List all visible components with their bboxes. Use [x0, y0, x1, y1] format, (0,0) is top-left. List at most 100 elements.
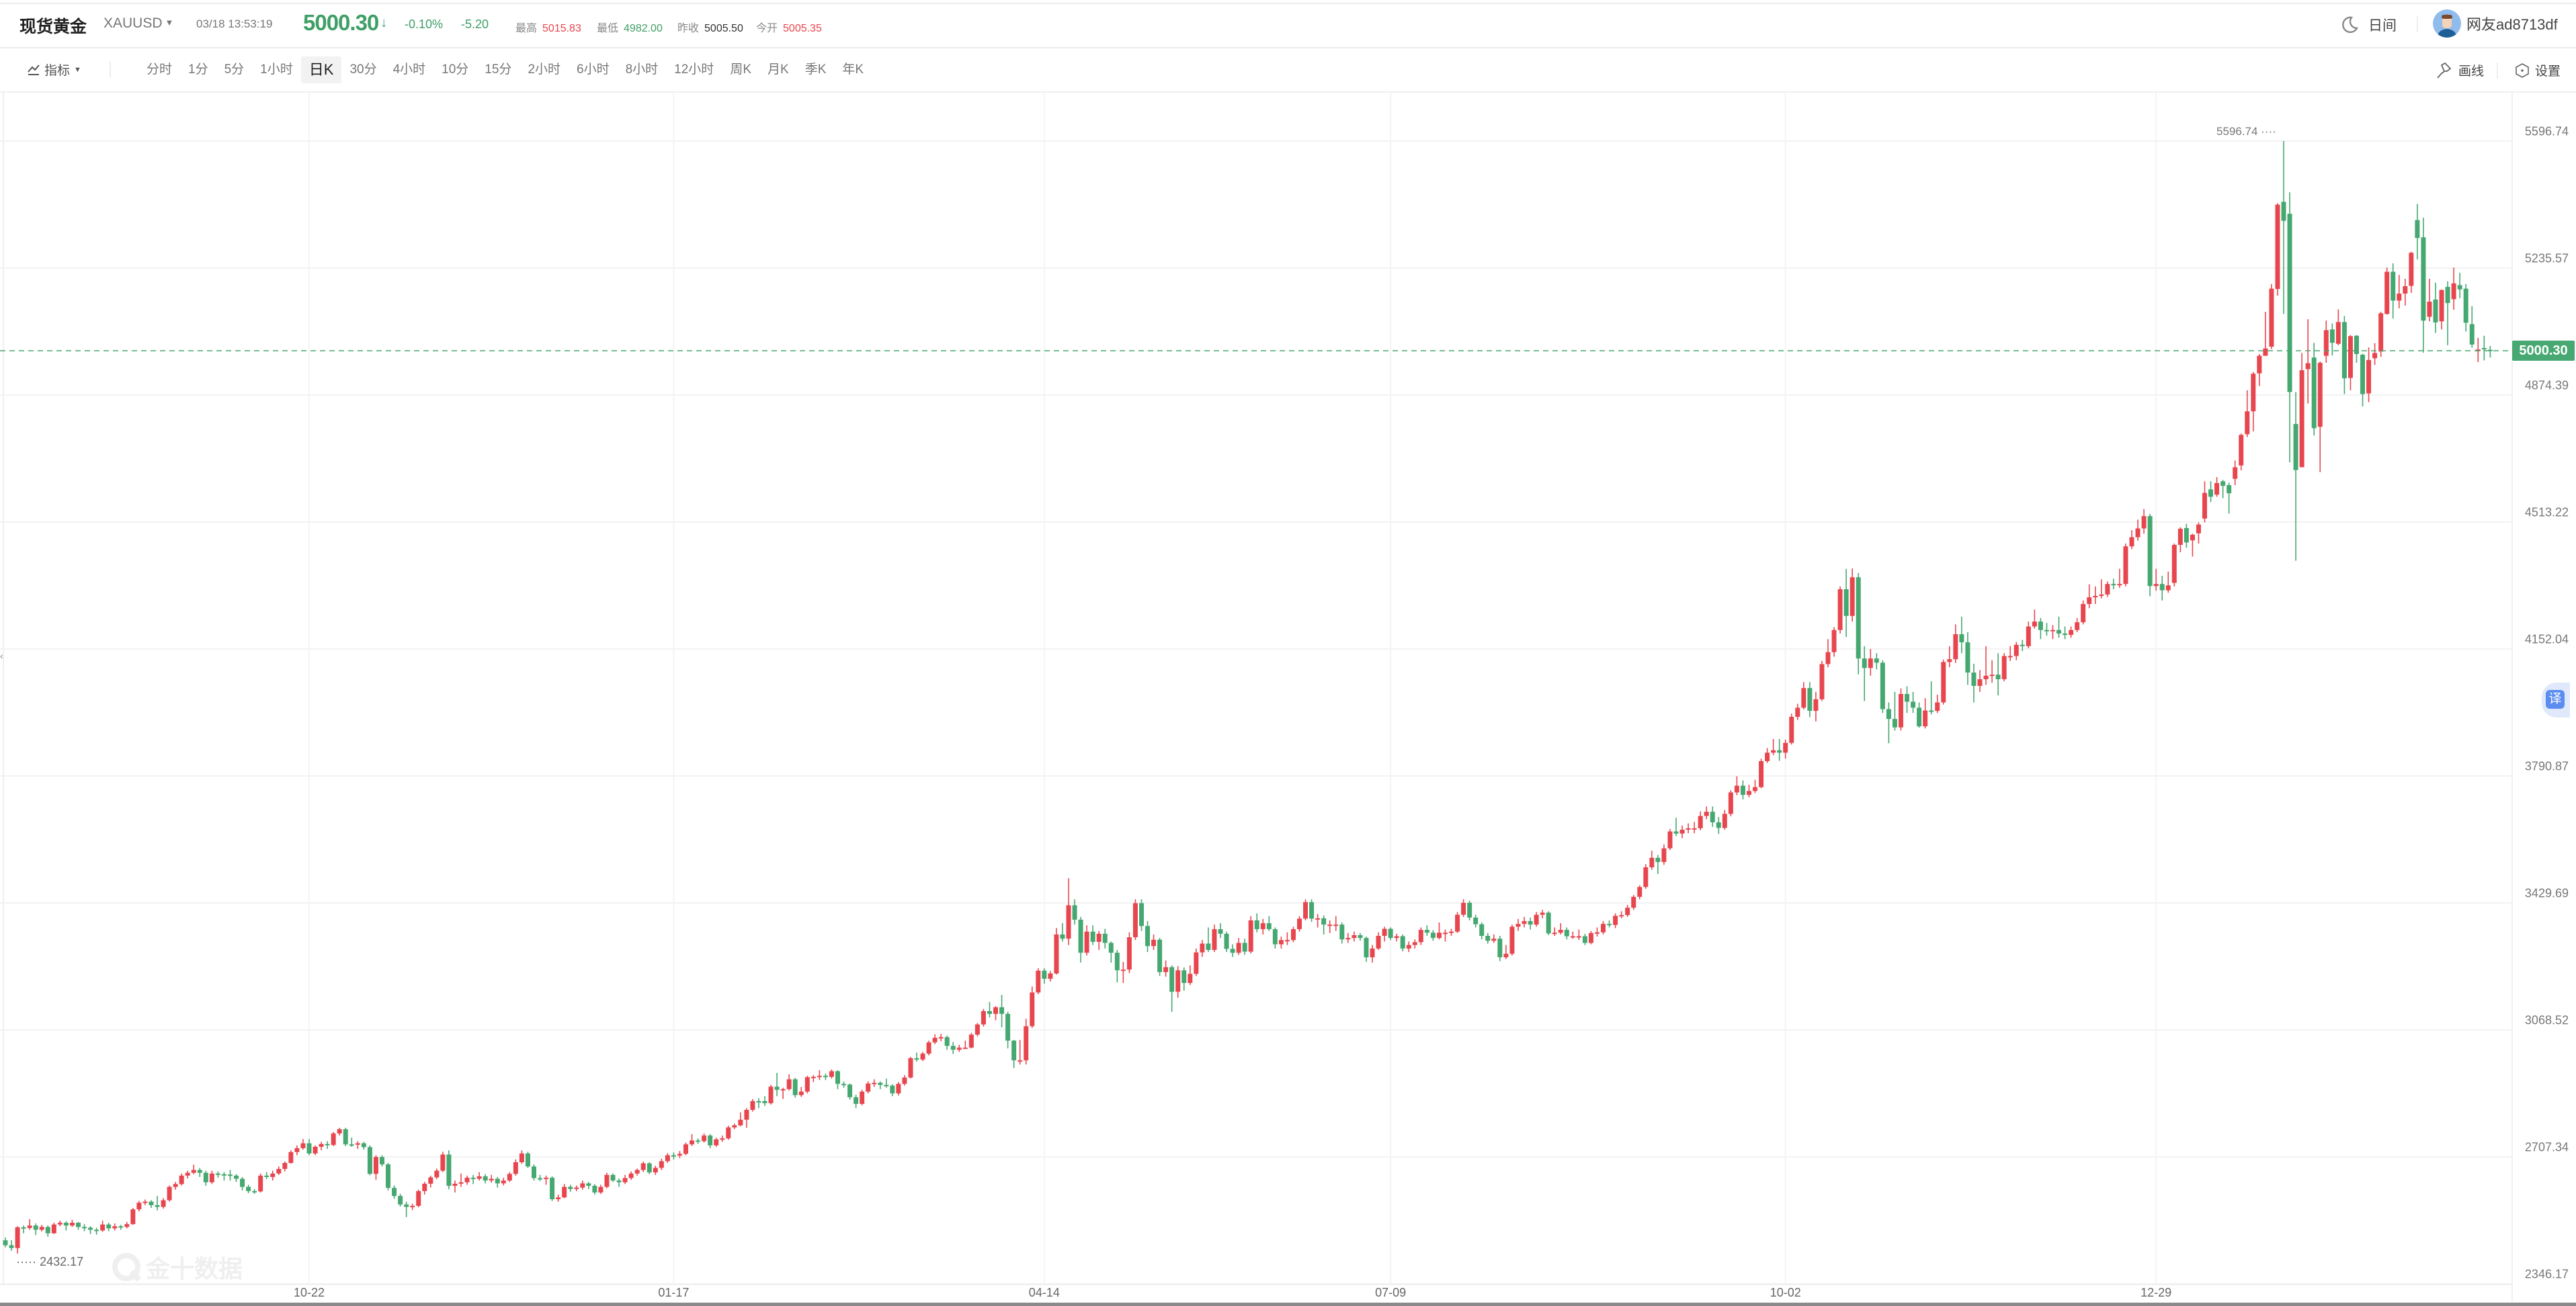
- candle-down: [1364, 937, 1369, 962]
- period-tab[interactable]: 季K: [804, 62, 827, 77]
- candle-down: [592, 1184, 597, 1195]
- period-tab[interactable]: 月K: [767, 62, 789, 77]
- candle-down: [878, 1081, 883, 1090]
- period-tab[interactable]: 8小时: [625, 62, 659, 77]
- candle-up: [1132, 899, 1138, 941]
- candle-up: [1509, 924, 1515, 956]
- candle-body: [2013, 644, 2019, 656]
- candle-body: [756, 1100, 761, 1103]
- candle-body: [2044, 629, 2049, 632]
- period-tab[interactable]: 分时: [147, 62, 173, 77]
- candle-body: [476, 1176, 482, 1179]
- candle-body: [337, 1129, 342, 1134]
- collapse-arrow-icon[interactable]: ‹: [0, 650, 3, 661]
- symbol-label: XAUUSD: [103, 15, 163, 31]
- period-tab[interactable]: 周K: [730, 62, 751, 77]
- bottom-border: [0, 1303, 2576, 1306]
- candle-body: [884, 1084, 889, 1086]
- candle-body: [470, 1178, 476, 1180]
- y-tick-label: 5596.74: [2524, 124, 2569, 138]
- candle-body: [2463, 288, 2468, 323]
- candle-body: [1522, 921, 1527, 924]
- candle-body: [2184, 528, 2189, 543]
- theme-toggle[interactable]: 日间: [2340, 15, 2397, 35]
- candle-body: [744, 1110, 749, 1120]
- candle-up: [1704, 806, 1709, 820]
- candle-up: [2050, 625, 2055, 640]
- period-tab[interactable]: 1小时: [260, 62, 293, 77]
- period-tab[interactable]: 4小时: [392, 62, 426, 77]
- settings-button[interactable]: 设置: [2515, 61, 2561, 79]
- candle-body: [2202, 492, 2207, 519]
- candle-body: [2269, 288, 2274, 347]
- candle-body: [653, 1168, 658, 1173]
- symbol-selector[interactable]: XAUUSD ▼: [103, 15, 173, 32]
- candle-body: [1388, 928, 1393, 939]
- candle-body: [1734, 785, 1739, 793]
- candle-body: [1005, 1014, 1011, 1041]
- period-tab[interactable]: 2小时: [528, 62, 561, 77]
- candle-down: [2220, 480, 2226, 498]
- candle-down: [252, 1188, 257, 1194]
- candle-body: [647, 1163, 652, 1173]
- candle-down: [1473, 914, 1479, 928]
- candle-body: [1716, 822, 1721, 828]
- candle-body: [1497, 939, 1503, 957]
- candle-body: [15, 1227, 20, 1248]
- candle-body: [1272, 929, 1278, 945]
- period-tab[interactable]: 1分: [188, 62, 208, 77]
- candle-body: [616, 1180, 622, 1182]
- period-tab[interactable]: 12小时: [674, 62, 714, 77]
- translate-button[interactable]: 译: [2542, 683, 2570, 717]
- candle-body: [1759, 760, 1764, 787]
- stat-value: 5005.50: [704, 23, 743, 34]
- candle-body: [519, 1153, 524, 1163]
- candle-body: [1637, 887, 1643, 897]
- candle-body: [1175, 970, 1181, 992]
- candle-body: [1132, 903, 1138, 938]
- candle-up: [167, 1185, 172, 1202]
- candle-up: [1345, 932, 1351, 943]
- period-tab[interactable]: 6小时: [577, 62, 610, 77]
- candle-down: [367, 1145, 372, 1176]
- period-tab[interactable]: 5分: [224, 62, 245, 77]
- candle-body: [2348, 336, 2353, 378]
- candle-body: [920, 1053, 925, 1060]
- candle-body: [1054, 934, 1059, 974]
- candle-down: [1479, 922, 1485, 940]
- candle-body: [531, 1166, 536, 1178]
- candle-down: [1060, 923, 1065, 942]
- draw-tool-button[interactable]: 画线: [2436, 61, 2484, 79]
- candle-body: [434, 1170, 440, 1178]
- candle-body: [2335, 322, 2341, 344]
- y-tick-label: 4874.39: [2524, 378, 2569, 392]
- candle-down: [1230, 944, 1235, 957]
- user-menu[interactable]: 网友ad8713df: [2433, 9, 2558, 38]
- candle-down: [914, 1052, 919, 1062]
- indicator-menu[interactable]: 指标 ▼: [27, 60, 81, 79]
- candle-body: [1783, 742, 1788, 753]
- candle-down: [1102, 928, 1108, 949]
- candle-up: [1989, 660, 1995, 683]
- period-tab[interactable]: 日K: [300, 56, 342, 83]
- candle-up: [1260, 918, 1265, 934]
- candle-body: [2354, 335, 2359, 354]
- candle-up: [2081, 600, 2086, 625]
- period-tab[interactable]: 15分: [485, 62, 512, 77]
- candle-up: [640, 1161, 646, 1172]
- candle-body: [956, 1047, 962, 1050]
- candle-up: [1406, 941, 1411, 953]
- candle-body: [580, 1183, 585, 1188]
- period-tab[interactable]: 10分: [442, 62, 469, 77]
- candle-up: [300, 1139, 306, 1150]
- candle-down: [118, 1225, 124, 1230]
- candle-up: [2378, 312, 2384, 357]
- y-tick-label: 2346.17: [2524, 1267, 2569, 1281]
- candle-body: [234, 1175, 239, 1179]
- candle-body: [1303, 902, 1308, 919]
- candle-body: [149, 1201, 154, 1205]
- period-tab[interactable]: 30分: [349, 62, 377, 77]
- candle-body: [331, 1133, 336, 1145]
- period-tab[interactable]: 年K: [842, 62, 864, 77]
